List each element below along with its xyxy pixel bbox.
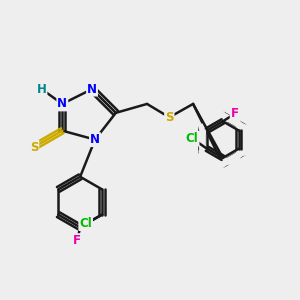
Text: N: N (87, 82, 97, 96)
Text: N: N (90, 133, 100, 146)
Text: Cl: Cl (79, 217, 92, 230)
Text: H: H (37, 82, 46, 96)
Text: Cl: Cl (186, 132, 199, 145)
Text: N: N (57, 98, 67, 110)
Text: S: S (165, 111, 174, 124)
Text: S: S (30, 140, 38, 154)
Text: F: F (73, 234, 81, 247)
Text: F: F (231, 107, 239, 120)
